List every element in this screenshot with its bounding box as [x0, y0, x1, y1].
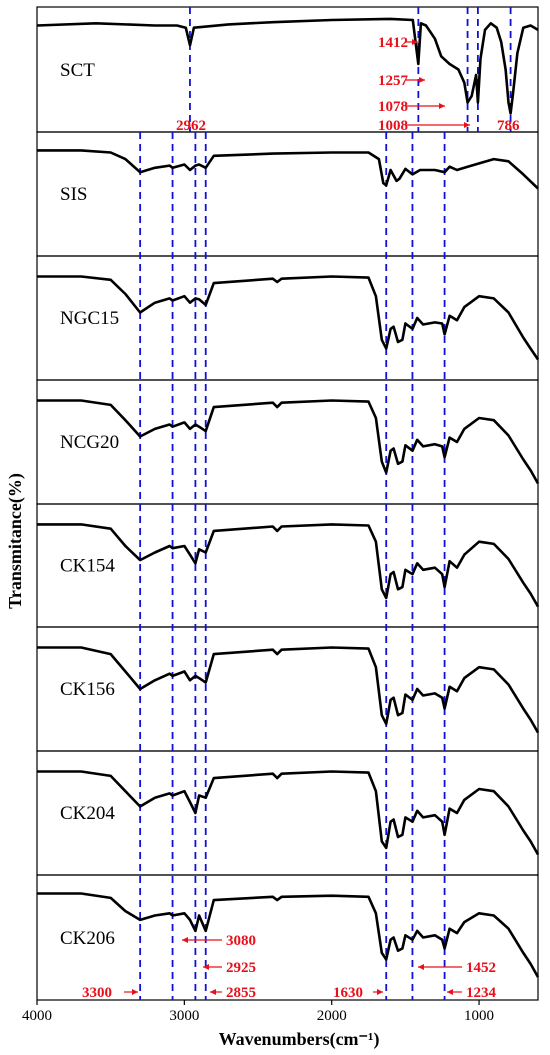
peak-label-1078: 1078 [378, 99, 408, 115]
peak-label-2855: 2855 [226, 985, 256, 1001]
sample-label-sct: SCT [60, 60, 95, 81]
peak-arrowhead-1008 [464, 122, 470, 128]
guide-lines [139, 7, 512, 1000]
peak-label-1412: 1412 [378, 35, 408, 51]
x-tick-label-3000: 3000 [169, 1008, 199, 1024]
peak-label-786: 786 [497, 118, 520, 134]
peak-label-2962: 2962 [176, 118, 206, 134]
peak-arrowhead-3080 [182, 937, 188, 943]
spectrum-traces [36, 17, 540, 978]
y-axis-title: Transmitance(%) [5, 473, 26, 609]
x-axis-title: Wavenumbers(cm⁻¹) [219, 1029, 380, 1050]
peak-arrowhead-1412 [412, 39, 418, 45]
x-tick-label-4000: 4000 [22, 1008, 52, 1024]
peak-label-1630: 1630 [333, 985, 363, 1001]
sample-labels: SCT SIS NGC15 NCG20 CK154 CK156 CK204 CK206 [60, 60, 119, 949]
x-tick-label-1000: 1000 [464, 1008, 494, 1024]
peak-label-1008: 1008 [378, 118, 408, 134]
panel-frame-sct [36, 6, 539, 133]
peak-label-2925: 2925 [226, 960, 256, 976]
trace-ngc15 [37, 275, 540, 361]
spectra-panels [36, 6, 539, 1001]
sample-label-ck156: CK156 [60, 679, 115, 700]
peak-label-1257: 1257 [378, 73, 409, 89]
peak-arrowhead-1452 [418, 964, 424, 970]
trace-ck154 [37, 523, 540, 608]
peak-label-1452: 1452 [466, 960, 496, 976]
peak-label-3300: 3300 [82, 985, 112, 1001]
panel-frame-sis [36, 131, 539, 257]
sample-label-ncg20: NCG20 [60, 432, 119, 453]
x-axis: 4000 3000 2000 1000 [22, 1000, 494, 1024]
trace-sct [36, 17, 539, 115]
peak-label-3080: 3080 [226, 933, 256, 949]
trace-ck156 [37, 646, 540, 734]
sample-label-sis: SIS [60, 184, 87, 205]
sample-label-ngc15: NGC15 [60, 308, 119, 329]
peak-arrowhead-1630 [377, 989, 383, 995]
trace-sis [37, 149, 539, 190]
peak-arrowhead-1257 [419, 77, 425, 83]
trace-ck204 [37, 770, 540, 856]
sample-label-ck206: CK206 [60, 928, 115, 949]
peak-arrowhead-2855 [210, 989, 216, 995]
peak-arrowhead-2925 [203, 964, 209, 970]
panel-frame-ck206 [36, 874, 539, 1001]
sample-label-ck204: CK204 [60, 803, 115, 824]
trace-ck206 [37, 892, 540, 978]
peak-arrowhead-3300 [132, 989, 138, 995]
peak-arrowhead-1078 [439, 103, 445, 109]
x-tick-label-2000: 2000 [317, 1008, 347, 1024]
peak-annotations: 1412 1257 1078 1008 2962 786 3080 2925 2855 3300 1… [82, 35, 520, 1001]
peak-arrowhead-1234 [447, 989, 453, 995]
sample-label-ck154: CK154 [60, 556, 115, 577]
trace-ncg20 [37, 399, 540, 485]
peak-label-1234: 1234 [466, 985, 497, 1001]
